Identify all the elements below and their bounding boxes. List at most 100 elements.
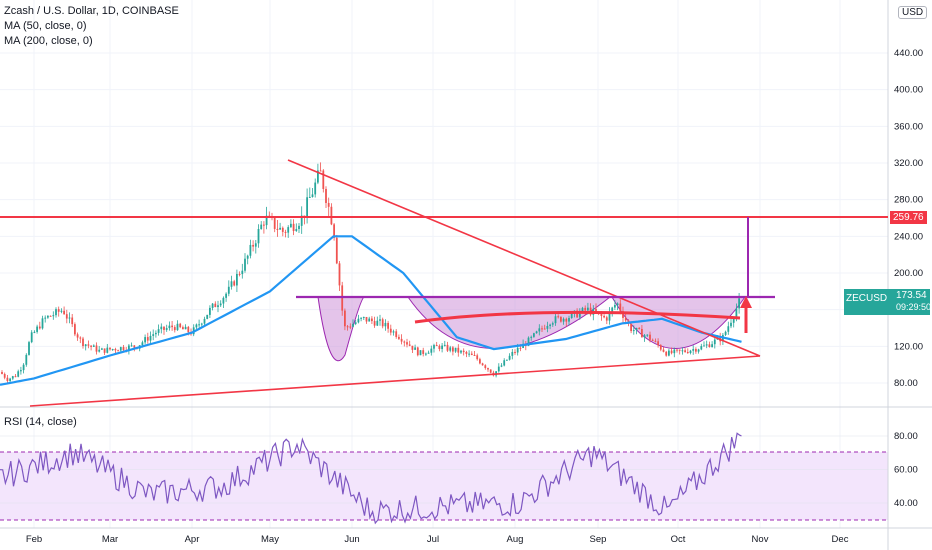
candle-body	[373, 321, 376, 326]
candle-body	[570, 312, 573, 319]
price-axis-labels: 80.00120.00160.00200.00240.00280.00320.0…	[894, 48, 923, 389]
candle-body	[681, 350, 684, 352]
candle-body	[619, 303, 622, 312]
candle-body	[425, 353, 427, 355]
candle-body	[106, 347, 109, 353]
candle-body	[101, 348, 103, 350]
ma50-line	[0, 235, 742, 386]
candle-body	[430, 348, 433, 353]
candle-body	[322, 170, 325, 189]
candle-body	[311, 194, 314, 197]
candle-body	[465, 352, 468, 354]
candle-body	[357, 318, 360, 323]
candle-body	[473, 354, 476, 356]
candle-body	[254, 243, 257, 247]
candle-body	[516, 347, 519, 353]
candle-body	[290, 223, 292, 228]
candle-body	[700, 346, 703, 350]
candle-body	[165, 328, 168, 330]
candle-body	[503, 360, 506, 366]
candle-body	[489, 369, 492, 373]
candle-body	[535, 331, 538, 334]
candle-body	[103, 348, 106, 353]
candle-body	[697, 349, 700, 352]
candle-body	[349, 326, 352, 328]
candle-body	[649, 334, 651, 340]
candle-body	[333, 224, 335, 238]
candles-group	[1, 162, 740, 384]
candle-body	[222, 297, 225, 304]
candle-body	[71, 317, 74, 325]
price-tick-label: 440.00	[894, 48, 923, 59]
candle-body	[584, 307, 587, 311]
currency-button[interactable]: USD	[898, 6, 928, 19]
candle-body	[403, 341, 406, 343]
candle-body	[168, 325, 171, 329]
candle-body	[384, 322, 387, 327]
candle-body	[578, 311, 581, 318]
candle-body	[335, 237, 338, 264]
candle-body	[587, 307, 589, 311]
candle-body	[308, 196, 311, 198]
candle-body	[133, 345, 136, 348]
candle-body	[17, 371, 20, 377]
candle-body	[57, 309, 60, 312]
candle-body	[163, 326, 165, 330]
candle-body	[416, 347, 419, 356]
candle-body	[246, 255, 249, 259]
candle-body	[446, 344, 449, 351]
candle-body	[457, 347, 460, 353]
candle-body	[443, 344, 446, 346]
candle-body	[395, 331, 398, 337]
candle-body	[506, 359, 508, 361]
candle-body	[173, 327, 176, 331]
lower-trendline	[29, 355, 761, 407]
candle-body	[468, 353, 470, 355]
candle-body	[689, 350, 692, 353]
candle-body	[300, 215, 303, 226]
time-tick-label: Nov	[752, 534, 769, 545]
rounded-top-arc	[414, 310, 741, 324]
time-tick-label: Oct	[671, 534, 686, 545]
candle-body	[376, 320, 379, 326]
rsi-tick-label: 80.00	[894, 431, 918, 442]
candle-body	[11, 376, 14, 379]
candle-body	[260, 224, 263, 230]
candle-body	[581, 307, 584, 312]
candle-body	[238, 273, 241, 275]
candle-body	[176, 323, 179, 331]
candle-body	[157, 329, 160, 333]
candle-body	[87, 344, 90, 346]
candle-body	[414, 347, 416, 350]
candle-body	[543, 328, 546, 330]
candle-body	[508, 355, 511, 360]
candle-body	[276, 228, 279, 230]
candle-body	[541, 328, 543, 330]
candle-body	[325, 188, 327, 203]
candle-body	[171, 325, 173, 328]
candle-body	[433, 345, 435, 349]
candle-body	[92, 345, 95, 347]
candle-body	[33, 331, 36, 333]
rsi-line	[0, 432, 742, 525]
candle-body	[149, 335, 152, 341]
candle-body	[624, 317, 627, 321]
candle-body	[82, 338, 84, 347]
candle-body	[519, 347, 522, 349]
candle-body	[484, 365, 487, 369]
candle-body	[427, 352, 430, 354]
time-tick-label: May	[261, 534, 279, 545]
candle-body	[130, 345, 133, 347]
candle-body	[200, 323, 203, 325]
candle-body	[608, 311, 611, 321]
candle-body	[109, 347, 111, 350]
candle-body	[241, 270, 244, 275]
candle-body	[568, 318, 570, 322]
candle-body	[65, 314, 68, 319]
candle-body	[281, 227, 284, 232]
candle-body	[530, 336, 533, 338]
candle-body	[298, 225, 300, 230]
candle-body	[554, 316, 557, 324]
chart-title: Zcash / U.S. Dollar, 1D, COINBASE	[4, 5, 179, 17]
